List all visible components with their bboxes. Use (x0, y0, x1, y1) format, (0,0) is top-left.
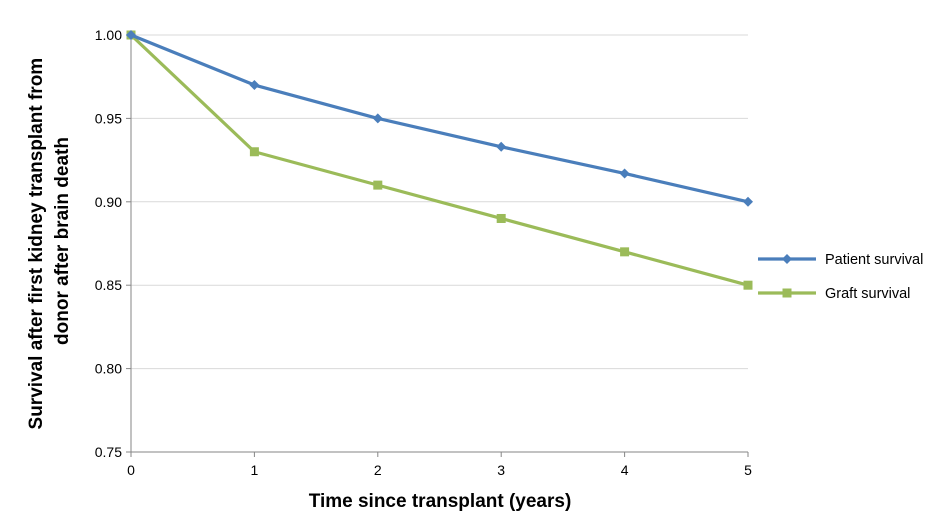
legend: Patient survival Graft survival (758, 252, 923, 302)
series-1 (126, 30, 753, 290)
y-tick-label-5: 1.00 (95, 27, 122, 43)
series-0 (126, 30, 753, 207)
y-tick-label-2: 0.85 (95, 277, 122, 293)
series-1-point-2 (373, 180, 383, 190)
y-axis-title-line-1: Survival after first kidney transplant f… (26, 58, 47, 430)
legend-label-1: Graft survival (825, 286, 910, 302)
legend-marker-1 (782, 288, 792, 298)
x-tick-label-3: 3 (497, 462, 505, 478)
y-axis-title: Survival after first kidney transplant f… (26, 53, 73, 430)
series-0-point-1 (249, 80, 260, 91)
series-0-point-5 (743, 196, 753, 207)
series-line-1 (129, 33, 749, 287)
series-1-point-4 (620, 247, 630, 257)
x-tick-label-5: 5 (744, 462, 752, 478)
x-tick-label-2: 2 (374, 462, 382, 478)
y-tick-label-3: 0.90 (95, 194, 122, 210)
series-layer (126, 30, 753, 290)
x-tick-label-1: 1 (251, 462, 259, 478)
y-tick-label-0: 0.75 (95, 444, 122, 460)
legend-label-0: Patient survival (825, 252, 923, 268)
x-ticks: 0 1 2 3 4 5 (127, 452, 752, 478)
series-1-point-3 (496, 213, 506, 223)
legend-marker-0 (782, 254, 792, 264)
series-line-0 (130, 33, 749, 204)
x-axis-title: Time since transplant (years) (309, 491, 572, 512)
series-0-point-0 (126, 30, 136, 40)
series-0-point-2 (372, 113, 383, 124)
y-axis-title-line-2: donor after brain death (52, 137, 73, 345)
y-ticks: 0.75 0.80 0.85 0.90 0.95 1.00 (95, 27, 131, 460)
series-0-point-4 (619, 168, 630, 179)
series-0-point-3 (496, 141, 507, 152)
x-tick-label-0: 0 (127, 462, 135, 478)
x-tick-label-4: 4 (621, 462, 629, 478)
series-1-point-5 (743, 280, 753, 290)
y-tick-label-1: 0.80 (95, 361, 122, 377)
y-tick-label-4: 0.95 (95, 110, 122, 126)
series-1-point-1 (249, 147, 259, 157)
